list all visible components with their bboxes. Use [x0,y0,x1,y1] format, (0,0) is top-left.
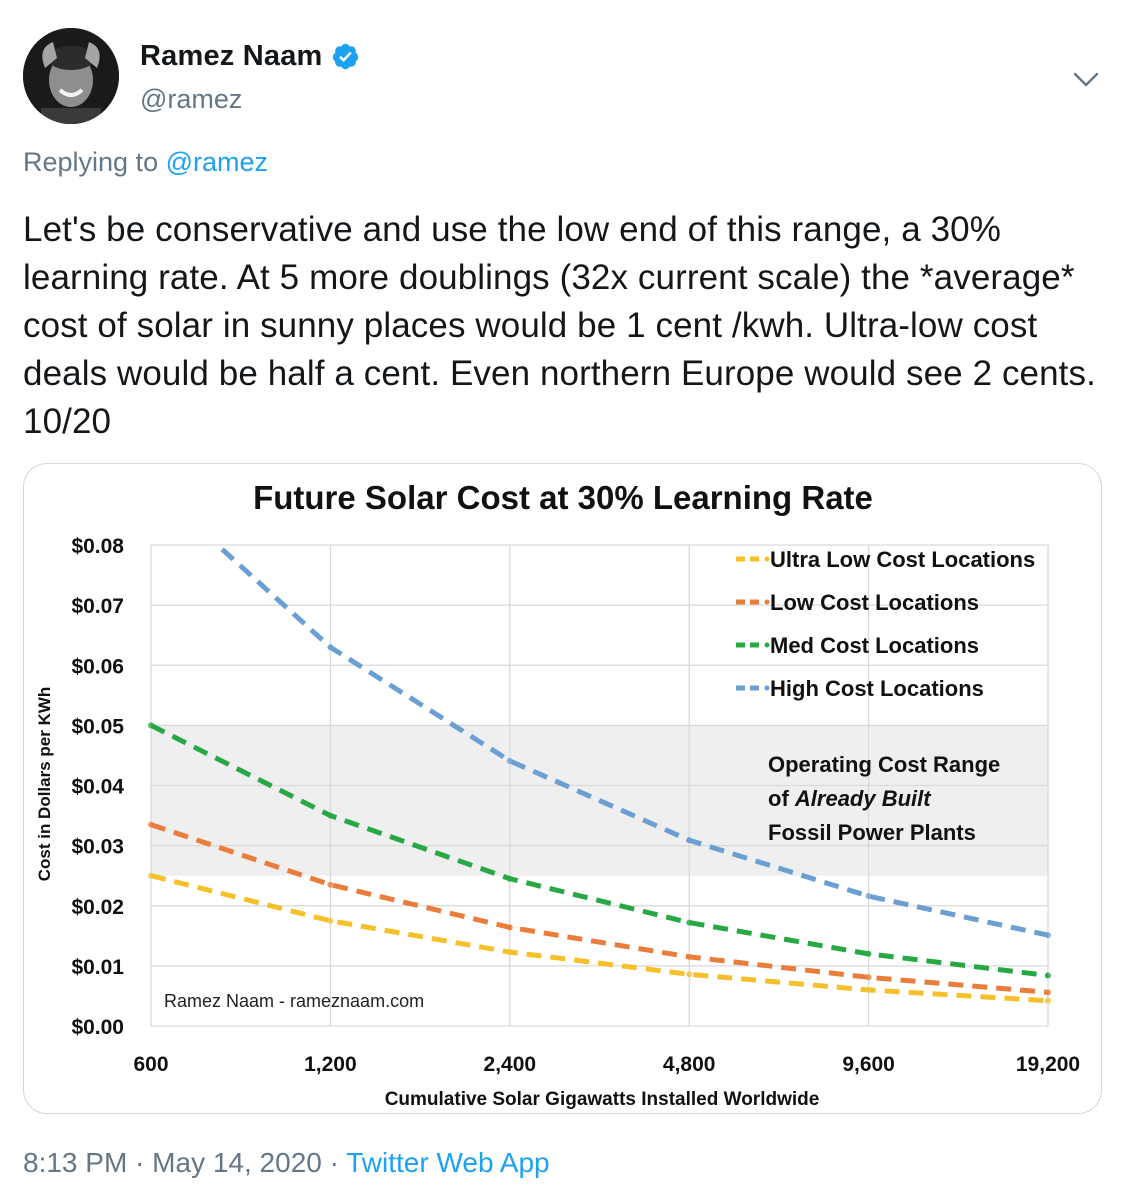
band-label: Operating Cost Range of Already Built Fo… [768,752,1000,845]
series-line-0 [151,873,1048,1004]
legend-label: Med Cost Locations [770,633,979,658]
series-point-2 [865,950,872,957]
tweet-media-chart[interactable]: $0.00 $0.01 $0.02 $0.03 $0.04 $0.05 $0.06 $0.07… [23,463,1102,1114]
band-label-line-2: of Already Built [768,786,932,811]
tweet-source-app[interactable]: Twitter Web App [346,1147,550,1178]
legend-marker [764,685,770,691]
band-label-line-3: Fossil Power Plants [768,820,976,845]
series-line-2 [151,723,1048,978]
series-point-0 [865,986,872,993]
legend-label: Low Cost Locations [770,590,979,615]
x-axis-label: Cumulative Solar Gigawatts Installed Wor… [385,1089,820,1110]
tweet-text: Let's be conservative and use the low en… [23,210,1106,441]
series-line-1 [151,822,1048,995]
author-display-name[interactable]: Ramez Naam [140,40,323,72]
series-point-3 [506,757,513,764]
tweet-date[interactable]: May 14, 2020 [152,1147,322,1178]
series-point-3 [865,893,872,900]
verified-badge-icon [332,43,358,70]
avatar-photo [23,28,119,124]
legend-marker [764,556,770,562]
legend-label: High Cost Locations [770,676,984,701]
series-point-2 [148,722,154,729]
replying-to-label: Replying to [23,147,166,177]
band-label-line-2a: of [768,786,795,811]
series-line-3 [213,545,1048,938]
chart-attribution: Ramez Naam - rameznaam.com [164,991,424,1011]
y-tick-label: $0.02 [71,896,124,919]
series-point-3 [686,837,693,844]
y-tick-label: $0.07 [71,595,124,618]
y-tick-label: $0.04 [71,776,124,799]
y-tick-label: $0.06 [71,655,124,678]
author-handle[interactable]: @ramez [140,84,243,114]
series-point-0 [1045,997,1051,1004]
tweet-timestamp: 8:13 PM · May 14, 2020 · Twitter Web App [23,1147,550,1179]
chevron-down-icon[interactable] [1070,66,1102,94]
series-point-1 [686,953,693,960]
series-point-0 [506,949,513,956]
tweet-time[interactable]: 8:13 PM [23,1147,128,1178]
reply-mention-link[interactable]: @ramez [165,147,269,177]
series-point-2 [327,812,334,819]
legend-label: Ultra Low Cost Locations [770,547,1035,572]
series-point-0 [327,917,334,924]
chart-title: Future Solar Cost at 30% Learning Rate [253,479,873,516]
x-tick-label: 1,200 [304,1053,357,1076]
y-tick-label: $0.03 [71,836,124,859]
legend-marker [764,642,770,648]
author-avatar[interactable] [23,28,119,124]
meta-separator-1: · [127,1147,153,1178]
y-axis-label: Cost in Dollars per KWh [35,687,54,882]
author-name-row[interactable]: Ramez Naam [140,40,360,73]
x-tick-label: 600 [133,1053,168,1076]
series-point-0 [148,872,154,879]
series-point-2 [506,875,513,882]
y-tick-label: $0.05 [71,715,124,738]
x-tick-label: 4,800 [663,1053,716,1076]
band-label-line-2b: Already Built [794,786,932,811]
series-point-3 [1045,932,1051,939]
replying-to-line: Replying to @ramez [23,147,268,178]
x-tick-label: 2,400 [484,1053,537,1076]
y-tick-label: $0.01 [71,956,124,979]
y-tick-label: $0.00 [71,1016,124,1039]
series-point-2 [1045,972,1051,979]
series-point-3 [327,644,334,651]
x-tick-label: 9,600 [842,1053,895,1076]
meta-separator-2: · [321,1147,347,1178]
series-point-1 [1045,989,1051,996]
series-point-1 [506,924,513,931]
legend-marker [764,599,770,605]
band-label-line-1: Operating Cost Range [768,752,1000,777]
series-point-1 [327,881,334,888]
series-point-1 [148,821,154,828]
x-tick-label: 19,200 [1016,1053,1080,1076]
series-point-0 [686,971,693,978]
y-tick-label: $0.08 [71,535,124,558]
series-point-1 [865,974,872,981]
series-point-2 [686,919,693,926]
solar-cost-chart: $0.00 $0.01 $0.02 $0.03 $0.04 $0.05 $0.06 $0.07… [35,479,1080,1110]
